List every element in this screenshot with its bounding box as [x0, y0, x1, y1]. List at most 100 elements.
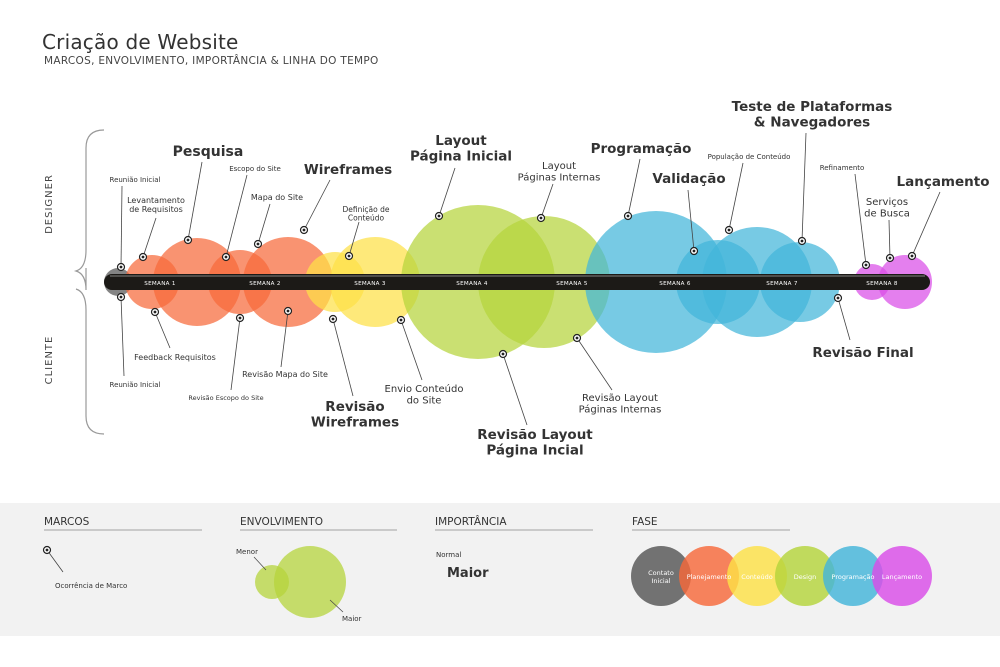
milestone-label: Reunião Inicial: [110, 176, 161, 184]
milestone-dot-center: [302, 228, 306, 232]
legend-fase-label: Programação: [832, 573, 875, 581]
milestone-leader: [154, 311, 171, 349]
milestone-leader: [502, 353, 528, 426]
milestone-leader: [142, 217, 157, 258]
page-title: Criação de Website: [42, 30, 239, 54]
milestone-leader: [400, 319, 423, 381]
milestone-dot-center: [119, 295, 123, 299]
milestone-dot-center: [539, 216, 543, 220]
milestone-leader: [728, 162, 744, 231]
milestone-leader: [438, 167, 456, 217]
milestone-leader: [627, 158, 641, 217]
legend-marco-dot-center: [45, 548, 49, 552]
week-label: SEMANA 1: [144, 281, 176, 287]
milestone-dot-center: [224, 255, 228, 259]
milestone-label: Levantamento de Requisitos: [127, 196, 185, 214]
milestone-label: Feedback Requisitos: [134, 353, 216, 362]
legend-fase-circle: [727, 546, 787, 606]
milestone-dot-center: [626, 214, 630, 218]
milestone-dot-center: [141, 255, 145, 259]
milestone-leader: [303, 179, 331, 231]
milestone-dot-center: [864, 263, 868, 267]
milestone-leader: [801, 132, 807, 242]
milestone-dot-center: [692, 249, 696, 253]
legend-marcos-title: MARCOS: [44, 516, 90, 528]
milestone-dot-center: [256, 242, 260, 246]
milestone-label: Mapa do Site: [251, 193, 303, 202]
legend-menor-label: Menor: [236, 548, 258, 556]
week-labels: SEMANA 1 SEMANA 2 SEMANA 3 SEMANA 4 SEMANA 5…: [144, 281, 898, 287]
milestone-dot-center: [286, 309, 290, 313]
milestone-label: Envio Conteúdo do Site: [385, 383, 464, 407]
milestone-dot-center: [575, 336, 579, 340]
legend-fase-title: FASE: [632, 516, 658, 528]
milestone-leader: [230, 317, 241, 391]
milestone-labels: Reunião Inicial Levantamento de Requisitos…: [110, 99, 990, 459]
milestone-label: Revisão Wireframes: [311, 399, 399, 431]
week-label: SEMANA 8: [866, 281, 898, 287]
milestone-leader: [332, 318, 354, 397]
page-subtitle: MARCOS, ENVOLVIMENTO, IMPORTÂNCIA & LINH…: [44, 55, 379, 67]
milestone-label: Pesquisa: [173, 144, 244, 160]
milestone-dot-center: [119, 265, 123, 269]
milestone-label: Refinamento: [820, 164, 865, 172]
milestone-dot-center: [501, 352, 505, 356]
milestone-leader: [837, 297, 851, 341]
milestone-label: Validação: [652, 171, 725, 187]
milestone-leader: [854, 173, 867, 266]
milestone-label: Programação: [591, 141, 692, 157]
legend: MARCOS ENVOLVIMENTO IMPORTÂNCIA FASE Oco…: [42, 515, 932, 623]
milestone-dot-center: [836, 296, 840, 300]
axis-label-designer: DESIGNER: [44, 174, 55, 234]
legend-fase-label: Design: [794, 573, 816, 581]
milestone-label: Revisão Layout Página Incial: [477, 427, 593, 459]
legend-fase-circle: [872, 546, 932, 606]
milestone-label: Wireframes: [304, 162, 392, 178]
milestone-leader: [120, 296, 125, 377]
legend-marco-label: Ocorrência de Marco: [55, 582, 127, 590]
legend-fase-label: Contato Inicial: [648, 569, 674, 585]
legend-maior-label: Maior: [342, 615, 362, 623]
legend-fase-label: Conteúdo: [741, 573, 772, 581]
milestone-label: Escopo do Site: [229, 165, 281, 173]
milestone-leader: [257, 203, 271, 245]
milestone-dot-center: [800, 239, 804, 243]
milestone-leaders: [116, 132, 941, 426]
legend-marco-leader: [46, 549, 64, 573]
milestone-label: Reunião Inicial: [110, 381, 161, 389]
legend-envolvimento-title: ENVOLVIMENTO: [240, 516, 323, 528]
milestone-dot-center: [347, 254, 351, 258]
milestone-dot-center: [238, 316, 242, 320]
milestone-leader: [225, 174, 248, 258]
milestone-leader: [888, 219, 891, 259]
milestone-dot-center: [153, 310, 157, 314]
week-label: SEMANA 6: [659, 281, 691, 287]
legend-fase-circle: [823, 546, 883, 606]
milestone-leader: [911, 191, 941, 257]
milestone-leader: [120, 185, 123, 268]
milestone-dot-center: [910, 254, 914, 258]
milestone-leader: [187, 161, 203, 241]
axis-label-cliente: CLIENTE: [44, 336, 55, 385]
milestone-label: Layout Página Inicial: [410, 133, 512, 165]
legend-fase-label: Planejamento: [687, 573, 732, 581]
week-label: SEMANA 7: [766, 281, 798, 287]
milestone-label: Revisão Escopo do Site: [188, 394, 263, 402]
milestone-leader: [576, 337, 613, 391]
week-label: SEMANA 4: [456, 281, 488, 287]
milestone-dot-center: [888, 256, 892, 260]
legend-fase-circles: Contato Inicial Planejamento Conteúdo Design…: [631, 546, 932, 606]
milestone-leader: [280, 310, 289, 368]
legend-fase-circle: [775, 546, 835, 606]
milestone-label: População de Conteúdo: [708, 153, 791, 161]
legend-fase-circle: [679, 546, 739, 606]
legend-fase-circle: [631, 546, 691, 606]
milestone-dot-center: [437, 214, 441, 218]
legend-importancia-normal: Normal: [436, 551, 461, 559]
milestone-leader: [348, 221, 360, 257]
week-label: SEMANA 5: [556, 281, 588, 287]
week-label: SEMANA 2: [249, 281, 281, 287]
timeline-bar: [104, 274, 930, 290]
legend-menor-leader: [253, 556, 267, 571]
